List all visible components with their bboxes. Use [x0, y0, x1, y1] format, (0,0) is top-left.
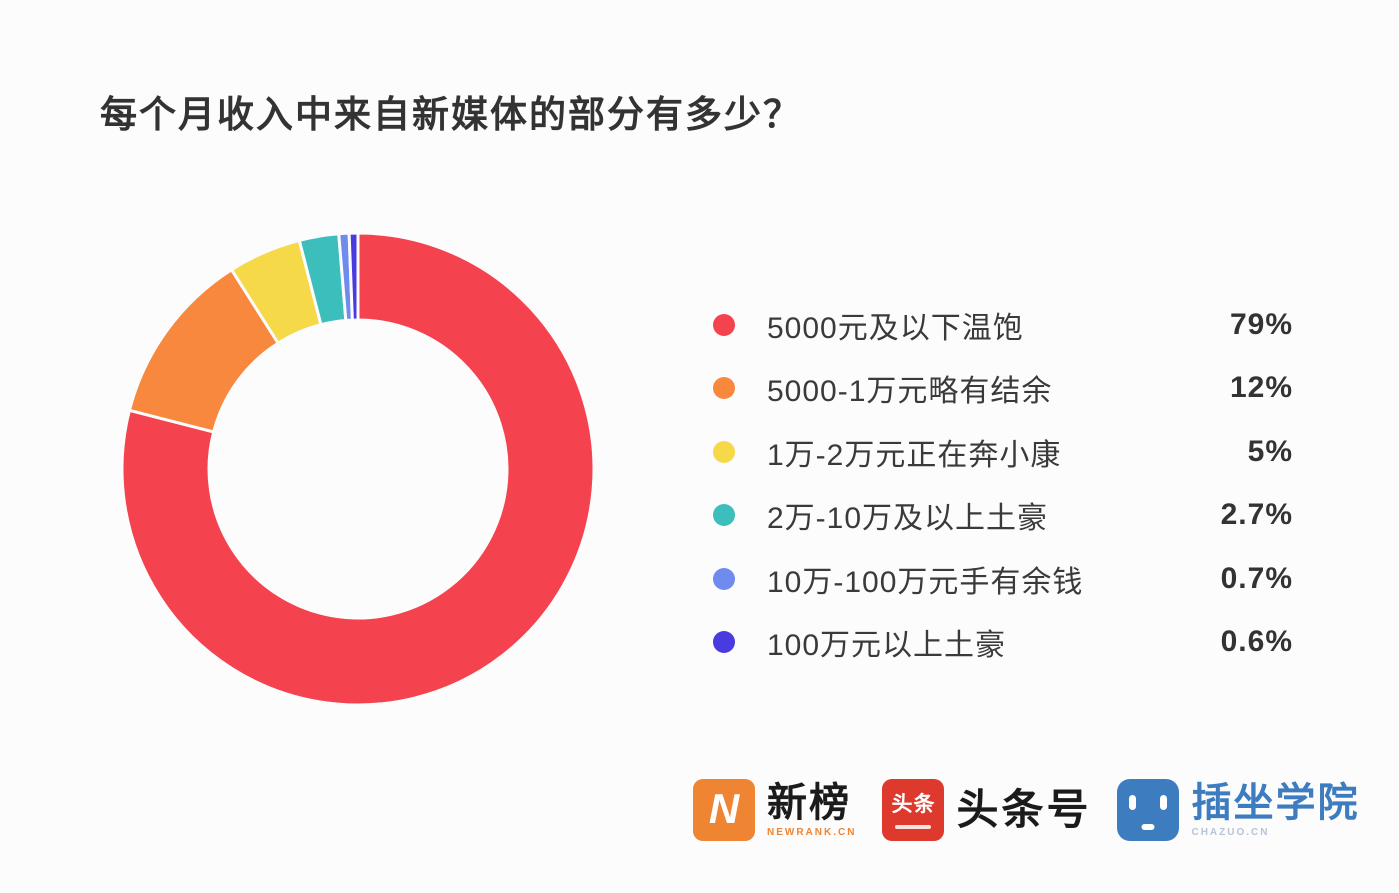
legend-value: 2.7%: [1220, 498, 1293, 532]
newrank-logo-subtext: NEWRANK.CN: [767, 826, 857, 838]
legend-dot: [713, 631, 735, 654]
chart-title: 每个月收入中来自新媒体的部分有多少？: [100, 94, 802, 135]
chart-legend: 5000元及以下温饱 79% 5000-1万元略有结余 12% 1万-2万元正在…: [703, 293, 1293, 674]
toutiao-logo: 头条 头条号: [882, 779, 1091, 841]
legend-value: 5%: [1247, 434, 1293, 468]
newrank-n-glyph: N: [708, 785, 740, 832]
newrank-logo: N 新榜 NEWRANK.CN: [693, 779, 856, 841]
chazuo-logo-icon: [1117, 779, 1180, 841]
newrank-logo-icon: N: [693, 779, 755, 841]
legend-dot: [713, 504, 735, 527]
chazuo-logo-text: 插坐学院: [1191, 780, 1360, 825]
legend-item: 1万-2万元正在奔小康 5%: [703, 420, 1293, 484]
newrank-logo-text: 新榜: [767, 780, 851, 825]
legend-value: 0.6%: [1220, 625, 1293, 659]
legend-item: 5000-1万元略有结余 12%: [703, 357, 1293, 421]
chazuo-logo-subtext: CHAZUO.CN: [1191, 826, 1270, 838]
chazuo-face-mouth: [1141, 824, 1155, 830]
legend-value: 0.7%: [1220, 561, 1293, 595]
toutiao-logo-text: 头条号: [956, 786, 1092, 833]
legend-label: 5000-1万元略有结余: [767, 375, 1053, 409]
donut-segment: [120, 231, 596, 707]
chazuo-face-eye: [1160, 795, 1168, 810]
donut-chart: [120, 231, 596, 707]
legend-label: 1万-2万元正在奔小康: [767, 438, 1062, 472]
legend-value: 12%: [1229, 371, 1293, 405]
legend-dot: [713, 440, 735, 463]
legend-label: 5000元及以下温饱: [767, 311, 1024, 345]
legend-item: 100万元以上土豪 0.6%: [703, 611, 1293, 675]
legend-dot: [713, 377, 735, 400]
toutiao-badge-text: 头条: [891, 793, 936, 816]
legend-item: 10万-100万元手有余钱 0.7%: [703, 547, 1293, 611]
chazuo-logo: 插坐学院 CHAZUO.CN: [1117, 779, 1359, 841]
legend-value: 79%: [1229, 307, 1293, 341]
legend-label: 10万-100万元手有余钱: [767, 565, 1084, 599]
legend-label: 100万元以上土豪: [767, 629, 1007, 663]
legend-item: 2万-10万及以上土豪 2.7%: [703, 484, 1293, 548]
legend-dot: [713, 567, 735, 590]
legend-label: 2万-10万及以上土豪: [767, 502, 1049, 536]
legend-dot: [713, 313, 735, 336]
donut-chart-container: [118, 229, 598, 709]
chazuo-face-eye: [1129, 795, 1137, 810]
donut-segment: [347, 231, 360, 322]
footer-logos: N 新榜 NEWRANK.CN 头条 头条号 插坐学院: [693, 779, 1359, 841]
toutiao-logo-icon: 头条: [882, 779, 945, 841]
toutiao-badge-underline: [895, 825, 932, 829]
legend-item: 5000元及以下温饱 79%: [703, 293, 1293, 357]
